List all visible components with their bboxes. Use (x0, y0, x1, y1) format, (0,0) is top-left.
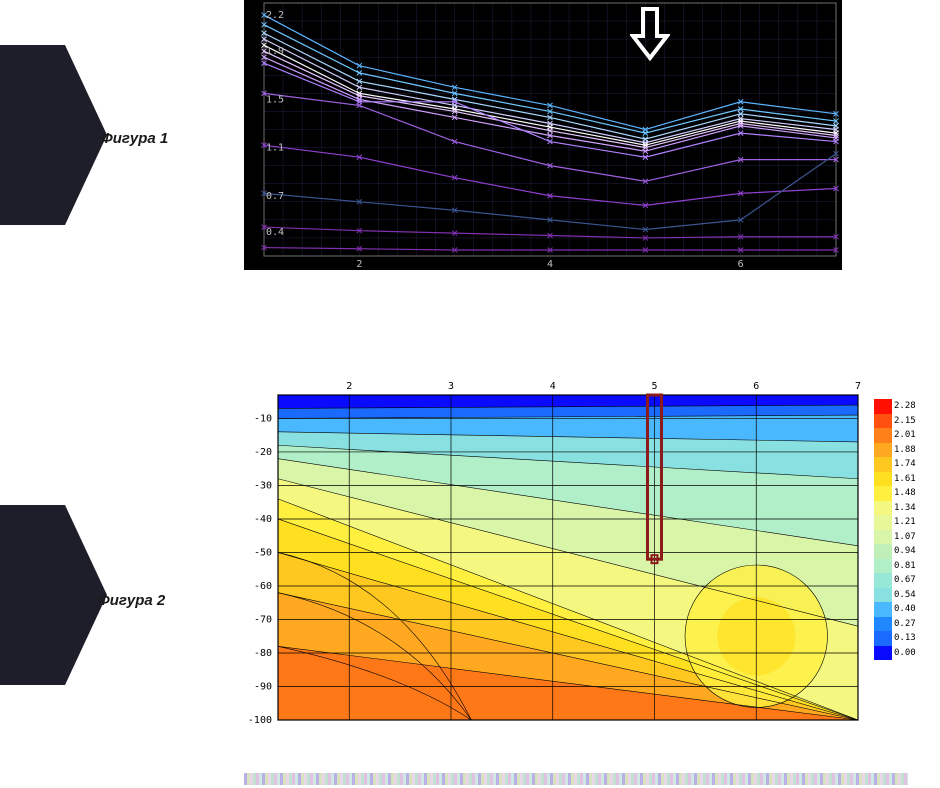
svg-text:-100: -100 (248, 715, 272, 726)
svg-text:3: 3 (448, 381, 454, 392)
legend-value: 0.13 (894, 633, 916, 643)
contour-chart: 234567-10-20-30-40-50-60-70-80-90-100 2.… (244, 375, 904, 755)
legend-value: 0.54 (894, 590, 916, 600)
line-chart: 2.2 1.9 1.5 1.1 0.7 0.4 2 4 6 (244, 0, 842, 270)
arrow-down-icon (630, 6, 670, 61)
legend-swatch (874, 399, 892, 414)
svg-text:0.7: 0.7 (266, 191, 284, 202)
svg-text:2.2: 2.2 (266, 10, 284, 21)
figure-1-label: Фигура 1 (101, 130, 168, 147)
svg-text:-60: -60 (254, 581, 272, 592)
svg-text:6: 6 (753, 381, 759, 392)
legend-row: 1.07 (874, 530, 916, 545)
svg-text:4: 4 (547, 259, 553, 270)
legend-row: 0.00 (874, 646, 916, 661)
legend-swatch (874, 472, 892, 487)
legend-value: 0.81 (894, 561, 916, 571)
legend-row: 0.40 (874, 602, 916, 617)
legend-swatch (874, 501, 892, 516)
svg-text:1.5: 1.5 (266, 94, 284, 105)
noise-bar (244, 773, 908, 785)
legend-swatch (874, 544, 892, 559)
legend-value: 0.67 (894, 575, 916, 585)
pentagon-2 (0, 505, 65, 685)
legend-row: 1.61 (874, 472, 916, 487)
legend-swatch (874, 617, 892, 632)
legend-row: 0.27 (874, 617, 916, 632)
svg-text:-20: -20 (254, 447, 272, 458)
legend-swatch (874, 428, 892, 443)
legend-swatch (874, 530, 892, 545)
legend-value: 0.00 (894, 648, 916, 658)
legend-value: 2.01 (894, 430, 916, 440)
legend-swatch (874, 486, 892, 501)
legend-value: 0.94 (894, 546, 916, 556)
pentagon-1 (0, 45, 65, 225)
legend-value: 2.15 (894, 416, 916, 426)
legend-row: 0.13 (874, 631, 916, 646)
legend-swatch (874, 559, 892, 574)
svg-text:-30: -30 (254, 480, 272, 491)
legend-value: 0.40 (894, 604, 916, 614)
svg-text:1.9: 1.9 (266, 46, 284, 57)
svg-text:7: 7 (855, 381, 861, 392)
svg-text:-70: -70 (254, 614, 272, 625)
legend-row: 1.88 (874, 443, 916, 458)
legend-row: 2.15 (874, 414, 916, 429)
svg-text:5: 5 (651, 381, 657, 392)
legend-value: 2.28 (894, 401, 916, 411)
svg-text:4: 4 (550, 381, 556, 392)
svg-text:1.1: 1.1 (266, 143, 284, 154)
legend-row: 1.21 (874, 515, 916, 530)
legend-value: 1.61 (894, 474, 916, 484)
legend-swatch (874, 515, 892, 530)
legend-swatch (874, 414, 892, 429)
legend-row: 1.74 (874, 457, 916, 472)
legend-row: 2.28 (874, 399, 916, 414)
legend-swatch (874, 443, 892, 458)
legend-row: 2.01 (874, 428, 916, 443)
legend-value: 1.88 (894, 445, 916, 455)
svg-text:-10: -10 (254, 413, 272, 424)
legend-swatch (874, 602, 892, 617)
legend-row: 1.48 (874, 486, 916, 501)
legend-row: 1.34 (874, 501, 916, 516)
legend-row: 0.54 (874, 588, 916, 603)
legend-value: 1.34 (894, 503, 916, 513)
legend-swatch (874, 573, 892, 588)
legend-value: 1.74 (894, 459, 916, 469)
legend-swatch (874, 457, 892, 472)
legend-swatch (874, 631, 892, 646)
legend-swatch (874, 588, 892, 603)
color-legend: 2.28 2.15 2.01 1.88 1.74 1.61 1.48 1.34 1.21 1.07… (874, 399, 916, 660)
svg-text:-80: -80 (254, 648, 272, 659)
svg-text:0.4: 0.4 (266, 227, 284, 238)
legend-row: 0.94 (874, 544, 916, 559)
legend-value: 1.07 (894, 532, 916, 542)
legend-swatch (874, 646, 892, 661)
figure-2-label: Фигура 2 (98, 592, 165, 609)
legend-value: 1.48 (894, 488, 916, 498)
legend-row: 0.67 (874, 573, 916, 588)
svg-text:-50: -50 (254, 547, 272, 558)
svg-text:-90: -90 (254, 681, 272, 692)
svg-text:2: 2 (346, 381, 352, 392)
svg-text:6: 6 (738, 259, 744, 270)
legend-row: 0.81 (874, 559, 916, 574)
svg-text:-40: -40 (254, 514, 272, 525)
legend-value: 1.21 (894, 517, 916, 527)
legend-value: 0.27 (894, 619, 916, 629)
svg-text:2: 2 (356, 259, 362, 270)
